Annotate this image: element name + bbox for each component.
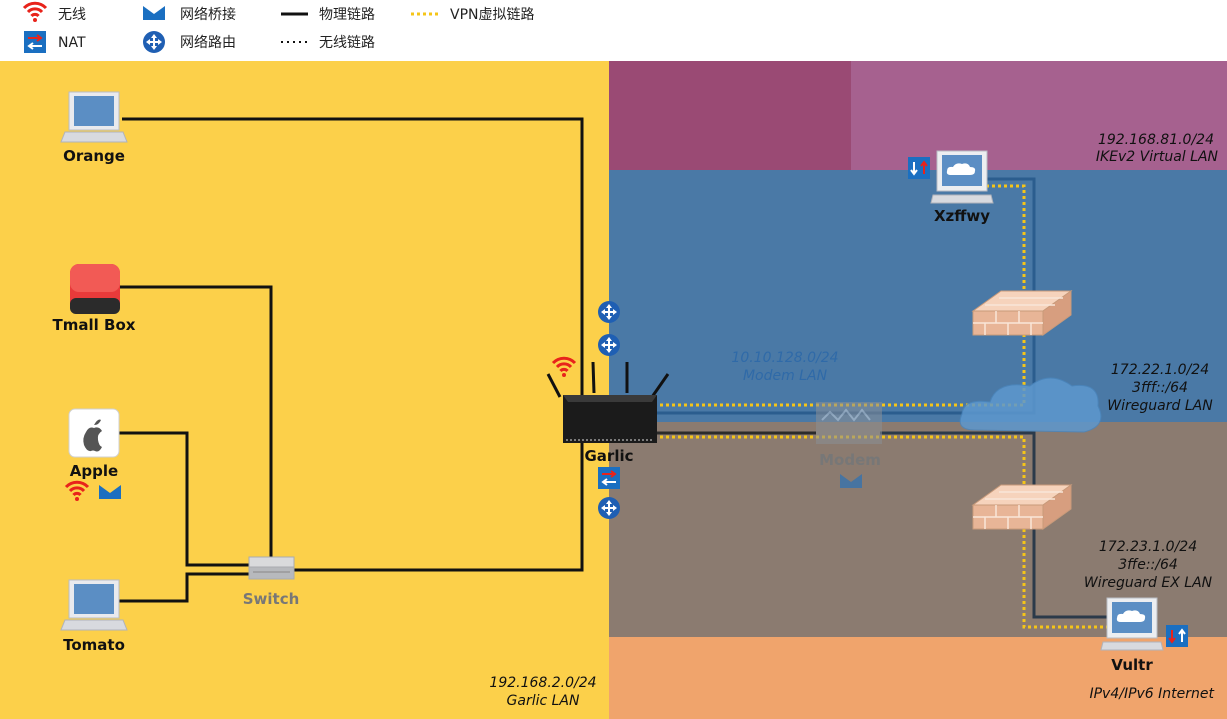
link-tomato-switch: [119, 572, 249, 603]
node-label-modem: Modem: [819, 451, 881, 469]
wireguard-ex-cidr6-label: 3ffe::/64: [1118, 557, 1178, 573]
garlic-route-icon-2: [598, 334, 620, 356]
ikev2-region-light: [851, 61, 1227, 170]
link-orange-garlic: [122, 117, 584, 395]
legend-wireless-link-label: 无线链路: [319, 35, 375, 51]
wireguard-cidr6-label: 3fff::/64: [1132, 380, 1188, 396]
vpn-garlic-vultr: [600, 435, 1108, 629]
node-label-tmall: Tmall Box: [53, 316, 136, 334]
node-label-vultr: Vultr: [1111, 656, 1153, 674]
link-tmall-switch: [120, 285, 273, 558]
routing-icon: [143, 31, 165, 53]
wireguard-ex-name-label: Wireguard EX LAN: [1084, 575, 1213, 591]
garlic-route-icon-1: [598, 301, 620, 323]
wireguard-ex-cidr-label: 172.23.1.0/24: [1099, 539, 1197, 555]
cloud-icon: [959, 377, 1102, 433]
link-switch-garlic: [294, 440, 584, 572]
garlic-nat-icon: [597, 466, 621, 490]
physical-links: [119, 117, 584, 603]
node-label-switch: Switch: [243, 590, 300, 608]
wireguard-name-label: Wireguard LAN: [1107, 398, 1213, 414]
internet-name-label: IPv4/IPv6 Internet: [1089, 686, 1214, 702]
tomato-laptop-icon[interactable]: [60, 579, 128, 631]
switch-icon[interactable]: [248, 556, 295, 580]
wifi-icon: [22, 1, 48, 24]
nat-icon: [23, 30, 47, 54]
garlic-lan-cidr-label: 192.168.2.0/24: [489, 675, 596, 691]
garlic-lan-name-label: Garlic LAN: [507, 693, 580, 709]
xzffwy-nat-icon: [908, 157, 930, 179]
orange-laptop-icon[interactable]: [60, 91, 128, 143]
modem-icon[interactable]: [816, 402, 882, 444]
internet-region: [609, 637, 1227, 719]
modem-lan-cidr-label: 10.10.128.0/24: [731, 350, 838, 366]
node-label-xzffwy: Xzffwy: [934, 207, 990, 225]
bridge-icon: [143, 6, 165, 20]
legend-bridge-label: 网络桥接: [180, 6, 236, 23]
node-label-orange: Orange: [63, 147, 125, 165]
link-apple-switch: [119, 431, 249, 567]
ikev2-region-dark: [609, 61, 851, 170]
legend-physical-label: 物理链路: [319, 7, 375, 23]
garlic-route-icon-3: [598, 497, 620, 519]
legend-routing-label: 网络路由: [180, 35, 236, 51]
vultr-server-icon[interactable]: [1100, 597, 1164, 651]
apple-device-icon[interactable]: [68, 408, 120, 458]
vpn-links: [600, 184, 1108, 629]
wireguard-region: [609, 170, 1227, 422]
legend: 无线 网络桥接 物理链路 VPN虚拟链路 NAT 网络路由 无线链路: [22, 1, 535, 54]
wireguard-cidr-label: 172.22.1.0/24: [1111, 362, 1209, 378]
vpn-garlic-xzffwy: [600, 184, 1026, 407]
legend-vpn-label: VPN虚拟链路: [450, 7, 535, 23]
modem-lan-name-label: Modem LAN: [743, 368, 828, 384]
legend-wifi-label: 无线: [58, 7, 86, 23]
node-label-apple: Apple: [70, 462, 118, 480]
node-label-garlic: Garlic: [584, 447, 633, 465]
legend-nat-label: NAT: [58, 35, 86, 51]
garlic-router-icon[interactable]: [546, 361, 670, 443]
vultr-nat-icon: [1166, 625, 1188, 647]
xzffwy-server-icon[interactable]: [930, 150, 994, 204]
node-label-tomato: Tomato: [63, 636, 125, 654]
ikev2-name-label: IKEv2 Virtual LAN: [1096, 149, 1219, 165]
tmall-box-icon[interactable]: [70, 264, 120, 314]
ikev2-cidr-label: 192.168.81.0/24: [1098, 132, 1214, 148]
